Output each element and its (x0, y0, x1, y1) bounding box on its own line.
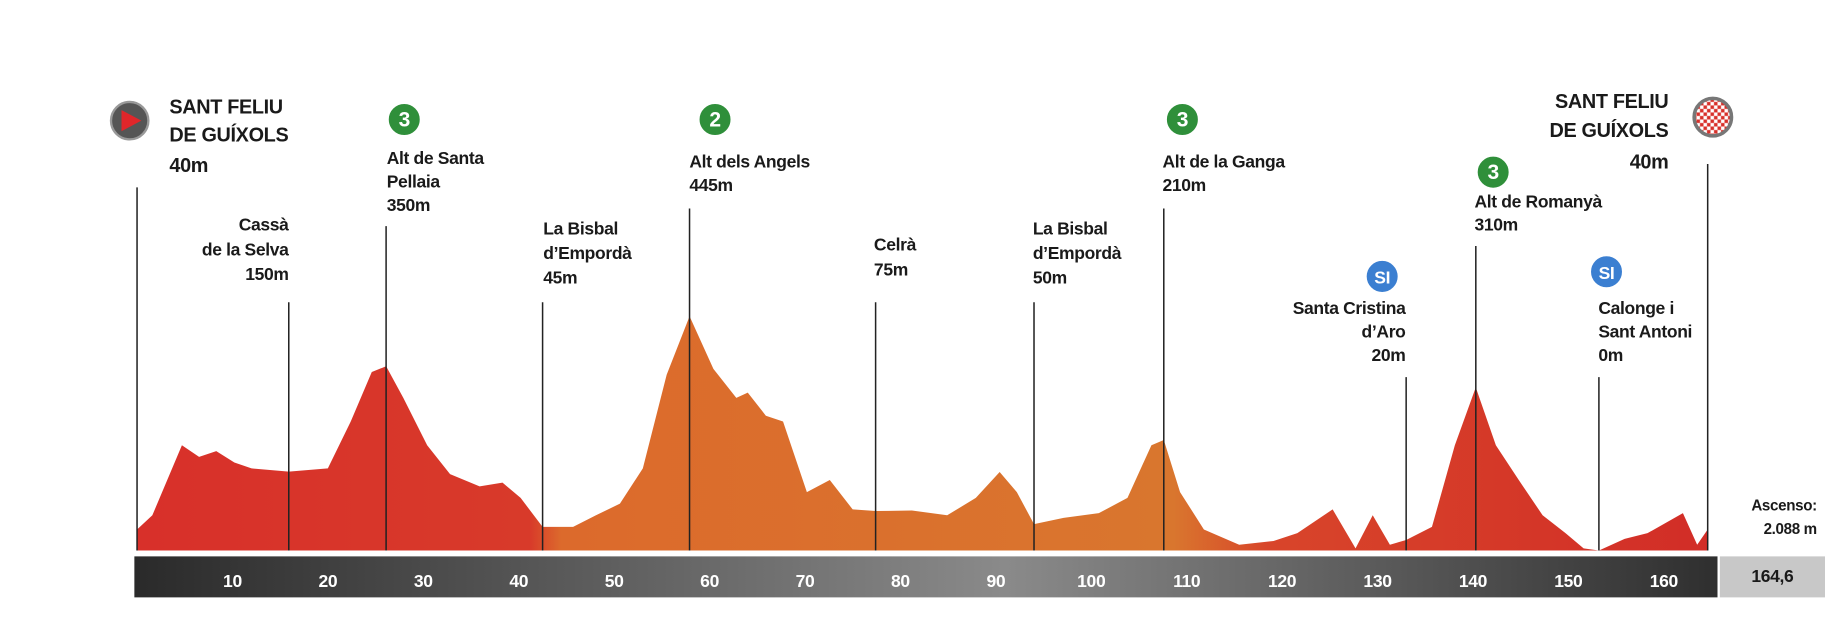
x-tick-label: 30 (414, 571, 433, 591)
location-name: Cassà (239, 215, 289, 235)
location-name: d’Empordà (543, 243, 632, 263)
location-elevation: 445m (689, 175, 732, 195)
x-tick-label: 140 (1459, 571, 1488, 591)
ascent-value: 2.088 m (1764, 521, 1817, 538)
location-name: d’Aro (1362, 321, 1407, 341)
location-name: DE GUÍXOLS (169, 124, 288, 147)
location-elevation: 75m (874, 259, 908, 279)
x-tick-label: 70 (796, 571, 815, 591)
x-axis-bar (134, 556, 1718, 598)
badge-circle (1475, 154, 1511, 190)
finish-icon (1692, 96, 1734, 138)
badge-label: SI (1374, 267, 1390, 287)
location-name: Sant Antoni (1598, 321, 1692, 341)
x-tick-label: 110 (1173, 571, 1201, 591)
location-elevation: 150m (245, 264, 288, 284)
badge-circle (1589, 254, 1624, 290)
badge-label: 3 (1177, 108, 1188, 131)
location-elevation: 0m (1598, 345, 1623, 365)
x-tick-label: 150 (1554, 571, 1583, 591)
x-tick-label: 80 (891, 571, 910, 591)
x-tick-label: 160 (1650, 571, 1679, 591)
location-elevation: 40m (169, 155, 208, 177)
distance-box (1719, 556, 1825, 598)
x-tick-label: 90 (986, 571, 1005, 591)
badge-label: 2 (709, 108, 720, 131)
location-name: La Bisbal (543, 218, 618, 238)
location-name: Santa Cristina (1293, 298, 1406, 318)
start-arrow (121, 110, 142, 132)
x-tick-label: 40 (509, 571, 528, 591)
location-name: SANT FELIU (1555, 91, 1668, 113)
location-name: Pellaia (387, 171, 441, 191)
total-distance: 164,6 (1751, 566, 1794, 586)
location-name: DE GUÍXOLS (1550, 119, 1669, 142)
location-elevation: 40m (1630, 152, 1669, 174)
location-name: Alt de Santa (387, 148, 485, 168)
ascent-label: Ascenso: (1751, 498, 1816, 515)
location-name: Alt dels Angels (689, 151, 810, 171)
location-name: La Bisbal (1033, 218, 1108, 238)
location-name: d’Empordà (1033, 243, 1122, 263)
location-name: Alt de Romanyà (1474, 191, 1602, 211)
badge-label: SI (1599, 263, 1615, 283)
location-elevation: 350m (387, 195, 430, 215)
badge-label: 3 (1488, 161, 1499, 184)
x-tick-label: 50 (605, 571, 624, 591)
badge-circle (697, 102, 733, 137)
badge-label: 3 (399, 108, 410, 131)
location-name: de la Selva (202, 239, 289, 259)
x-tick-label: 10 (223, 571, 242, 591)
badge-circle (1364, 259, 1400, 294)
location-name: Alt de la Ganga (1163, 151, 1286, 171)
badge-circle (1165, 102, 1200, 137)
x-tick-label: 130 (1363, 571, 1392, 591)
x-tick-label: 100 (1077, 571, 1106, 591)
location-elevation: 20m (1372, 345, 1406, 365)
location-name: Calonge i (1598, 298, 1674, 318)
location-elevation: 310m (1474, 215, 1517, 235)
location-elevation: 45m (543, 267, 577, 287)
location-name: Celrà (874, 235, 917, 255)
location-elevation: 210m (1163, 175, 1206, 195)
badge-circle (387, 102, 422, 137)
location-elevation: 50m (1033, 267, 1067, 287)
x-tick-label: 60 (700, 571, 719, 591)
location-name: SANT FELIU (169, 97, 282, 119)
x-tick-label: 20 (318, 571, 337, 591)
elevation-profile (137, 316, 1708, 551)
x-tick-label: 120 (1268, 571, 1297, 591)
